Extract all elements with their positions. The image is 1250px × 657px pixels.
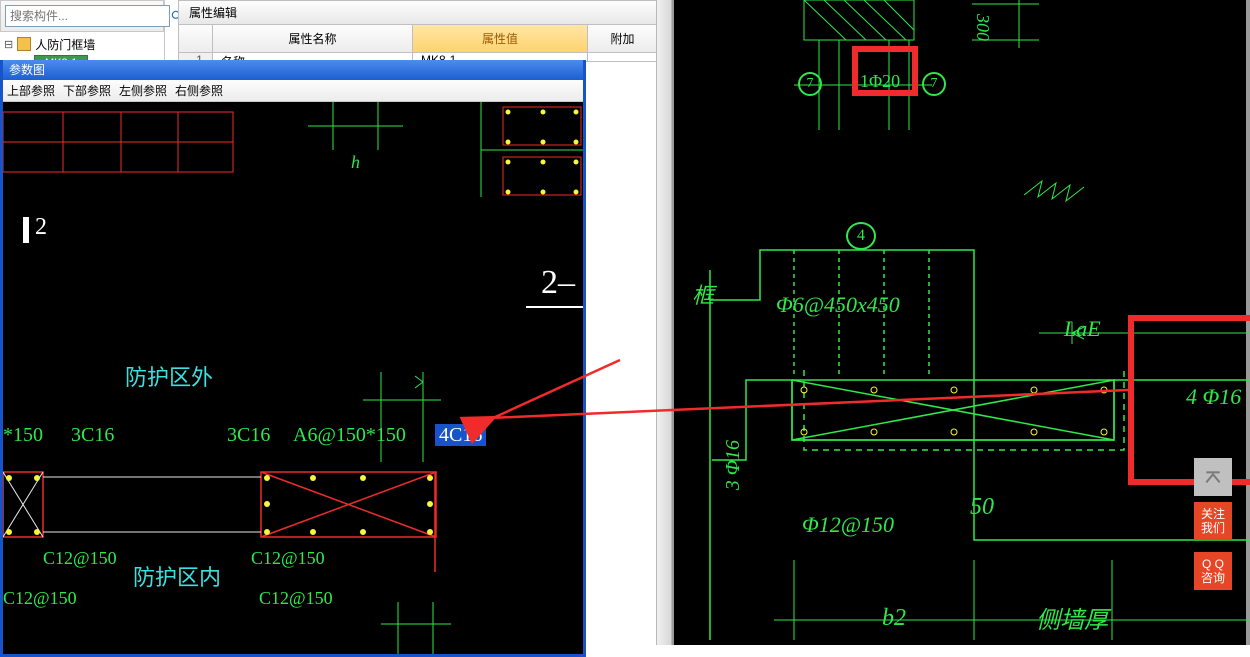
property-panel-title: 属性编辑: [179, 1, 657, 25]
menu-top[interactable]: 上部参照: [7, 82, 55, 99]
follow-us-button[interactable]: 关注 我们: [1194, 502, 1232, 540]
label-h: h: [351, 152, 360, 173]
label-150: *150: [3, 424, 43, 447]
label-3d16: 3 Φ16: [722, 440, 745, 490]
search-input[interactable]: [5, 5, 170, 27]
section-label-2-right: 2–: [541, 264, 575, 302]
section-underline: [526, 306, 583, 308]
search-row: [0, 0, 164, 32]
label-3c16-a: 3C16: [71, 424, 114, 447]
label-lae: LaE: [1064, 316, 1101, 342]
label-4c16-highlight[interactable]: 4C16: [435, 424, 486, 447]
label-zone-out: 防护区外: [125, 360, 213, 392]
label-c12-b: C12@150: [251, 548, 325, 569]
property-header-value: 属性值: [413, 25, 588, 53]
property-panel: 属性编辑 属性名称 属性值 附加 1 名称 MK8-1: [178, 0, 658, 62]
property-header-row: 属性名称 属性值 附加: [179, 25, 657, 53]
section-mark-icon: [23, 217, 29, 243]
menu-left[interactable]: 左侧参照: [119, 82, 167, 99]
property-header-blank: [179, 25, 213, 53]
dim-300: 300: [972, 14, 993, 41]
label-b2: b2: [882, 605, 906, 632]
section-label-2-left: 2: [35, 214, 47, 241]
property-row-extra: [588, 53, 657, 61]
property-header-extra: 附加: [588, 25, 657, 53]
tree-item[interactable]: ⊟ 人防门框墙: [0, 32, 164, 56]
component-icon: [17, 37, 31, 51]
red-box-top: [852, 46, 918, 96]
menu-right[interactable]: 右侧参照: [175, 82, 223, 99]
scroll-top-button[interactable]: [1194, 458, 1232, 496]
label-a6: A6@150*150: [293, 424, 406, 447]
label-c12-d: C12@150: [259, 588, 333, 609]
mark-7-right: 7: [922, 72, 946, 96]
menu-bottom[interactable]: 下部参照: [63, 82, 111, 99]
tree-item-label: 人防门框墙: [35, 36, 95, 53]
window-menu: 上部参照 下部参照 左侧参照 右侧参照: [3, 80, 583, 102]
label-zone-in: 防护区内: [133, 560, 221, 592]
vertical-scrollbar[interactable]: [656, 0, 672, 645]
mark-7-left: 7: [798, 72, 822, 96]
label-wall: 侧墙厚: [1036, 600, 1108, 635]
label-c12-a: C12@150: [43, 548, 117, 569]
window-title[interactable]: 参数图: [3, 60, 583, 80]
component-search-panel: ⊟ 人防门框墙 MK8-1: [0, 0, 165, 60]
left-cad-canvas[interactable]: h 2 2– 防护区外 防护区内 *150 3C16 3C16 A6@150*1…: [3, 102, 583, 654]
label-d6: Φ6@450x450: [776, 292, 900, 318]
label-3c16-b: 3C16: [227, 424, 270, 447]
left-cad-svg: [3, 102, 583, 654]
parameter-window: 参数图 上部参照 下部参照 左侧参照 右侧参照: [0, 60, 586, 657]
label-c12-c: C12@150: [3, 588, 77, 609]
tree-expand-icon[interactable]: ⊟: [4, 38, 13, 51]
right-cad-canvas[interactable]: 300 7 7 1Φ20 4 框 Φ6@450x450 LaE 4 Φ16 3 …: [672, 0, 1250, 645]
mark-4: 4: [846, 222, 876, 250]
property-header-name: 属性名称: [213, 25, 413, 53]
label-frame: 框: [692, 278, 714, 310]
label-50: 50: [970, 494, 994, 521]
qq-consult-button[interactable]: Q Q 咨询: [1194, 552, 1232, 590]
label-d12: Φ12@150: [802, 512, 894, 538]
